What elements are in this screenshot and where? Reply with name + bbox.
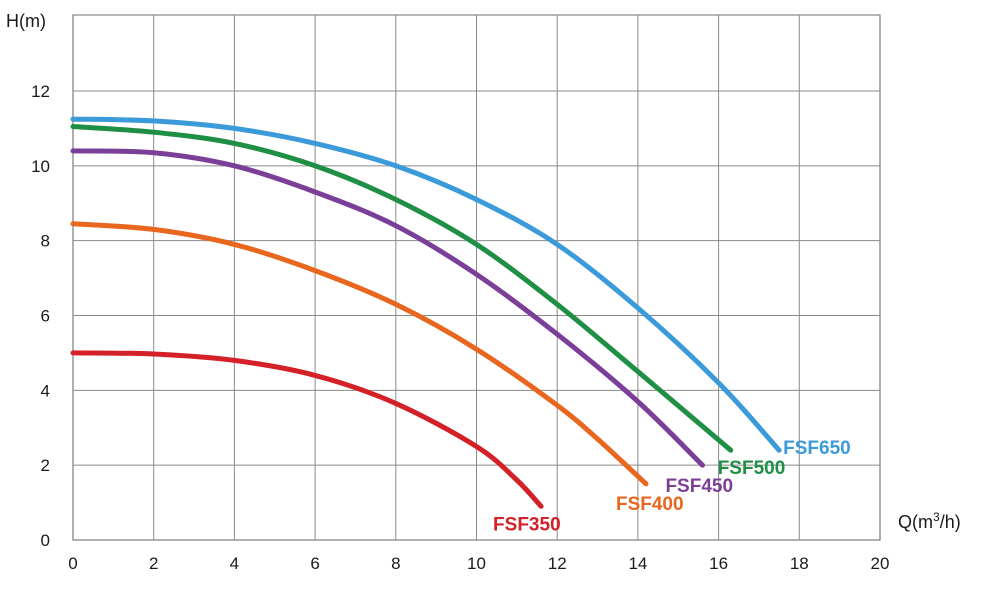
y-axis-title: H(m) (6, 11, 46, 31)
y-tick-labels: 0 2 4 6 8 10 12 (31, 82, 50, 550)
y-tick-label: 12 (31, 82, 50, 101)
y-tick-label: 10 (31, 157, 50, 176)
x-tick-label: 2 (149, 554, 158, 573)
x-tick-label: 18 (790, 554, 809, 573)
series-label-fsf650: FSF650 (783, 438, 851, 459)
x-axis-title: Q(m3/h) (898, 510, 961, 532)
series-label-fsf400: FSF400 (616, 494, 684, 515)
x-tick-label: 4 (230, 554, 239, 573)
y-tick-label: 0 (41, 531, 50, 550)
y-tick-label: 8 (41, 232, 50, 251)
x-tick-label: 12 (548, 554, 567, 573)
series-line-fsf400 (70, 221, 649, 487)
y-tick-label: 4 (41, 381, 50, 400)
y-tick-label: 2 (41, 456, 50, 475)
series-line-fsf650 (70, 116, 782, 453)
series-line-fsf500 (70, 124, 734, 453)
series-label-fsf350: FSF350 (493, 514, 561, 535)
series-label-fsf450: FSF450 (665, 476, 733, 497)
series-line-fsf450 (70, 148, 705, 468)
x-tick-labels: 0 2 4 6 8 10 12 14 16 18 20 (68, 554, 889, 573)
x-tick-label: 0 (68, 554, 77, 573)
x-axis-title-tail: /h) (940, 512, 961, 532)
x-axis-title-sup: 3 (933, 510, 940, 524)
x-tick-label: 10 (467, 554, 486, 573)
x-tick-label: 6 (310, 554, 319, 573)
x-tick-label: 8 (391, 554, 400, 573)
y-tick-label: 6 (41, 307, 50, 326)
x-tick-label: 20 (871, 554, 890, 573)
series-curves (70, 116, 782, 509)
series-line-fsf350 (70, 350, 544, 509)
x-axis-title-main: Q(m (898, 512, 933, 532)
series-label-fsf500: FSF500 (718, 458, 786, 479)
x-tick-label: 14 (628, 554, 647, 573)
x-tick-label: 16 (709, 554, 728, 573)
